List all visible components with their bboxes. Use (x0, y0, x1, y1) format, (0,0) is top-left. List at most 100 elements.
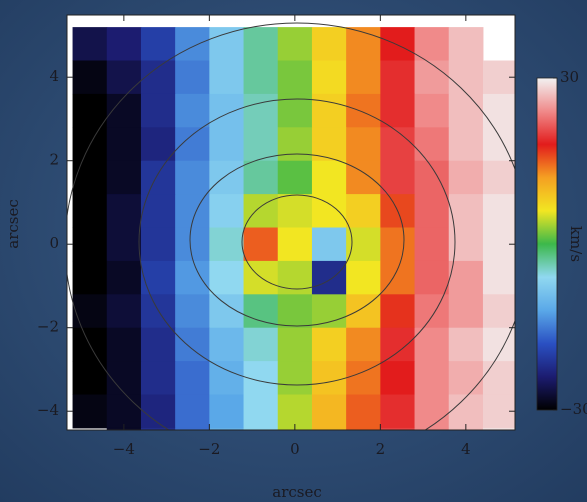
cell (209, 260, 245, 295)
x-tick-label: 4 (461, 440, 471, 458)
cell (448, 93, 484, 128)
cell (106, 60, 142, 95)
cell (72, 361, 108, 396)
cell (346, 294, 381, 329)
cell (346, 327, 381, 362)
cell (140, 27, 176, 62)
cell (311, 60, 347, 95)
y-axis-label: arcsec (4, 199, 22, 249)
cell (175, 60, 210, 95)
cell (448, 160, 484, 195)
cell (209, 427, 245, 430)
cell (140, 260, 176, 295)
colorbar: −30 30 (536, 68, 587, 418)
cell (106, 127, 142, 162)
cell (380, 361, 416, 396)
cell (346, 127, 381, 162)
cell (209, 93, 245, 128)
cell (448, 260, 484, 295)
cell (277, 227, 313, 262)
cell (72, 27, 108, 62)
colorbar-label: km/s (567, 226, 585, 262)
cell (380, 127, 416, 162)
cell (311, 427, 347, 430)
cell (380, 227, 416, 262)
cell (209, 127, 245, 162)
x-tick-label: 2 (376, 440, 386, 458)
cell (414, 194, 450, 229)
cell (414, 361, 450, 396)
cell (175, 27, 210, 62)
cell (448, 361, 484, 396)
cell (482, 160, 515, 195)
cell (209, 294, 245, 329)
cell (346, 194, 381, 229)
cell (346, 260, 381, 295)
cell (311, 93, 347, 128)
cell (482, 194, 515, 229)
cell (448, 127, 484, 162)
cell (175, 227, 210, 262)
cell (243, 160, 279, 195)
cell (311, 127, 347, 162)
cell (106, 160, 142, 195)
cell (311, 27, 347, 62)
cell (277, 60, 313, 95)
x-axis-label: arcsec (272, 483, 322, 501)
axes-frame (66, 14, 516, 431)
cell (106, 327, 142, 362)
cell (72, 260, 108, 295)
cell (175, 294, 210, 329)
cell (209, 327, 245, 362)
cell (243, 327, 279, 362)
cell (482, 294, 515, 329)
cell (311, 194, 347, 229)
cell (175, 394, 210, 429)
cell (277, 27, 313, 62)
cell (482, 427, 515, 430)
cell (277, 361, 313, 396)
cell (140, 194, 176, 229)
cell (243, 93, 279, 128)
cell (448, 60, 484, 95)
cell (414, 327, 450, 362)
cell (209, 361, 245, 396)
cell (311, 394, 347, 429)
contour (138, 98, 456, 386)
cell (209, 27, 245, 62)
cell (140, 60, 176, 95)
colorbar-tick-label: 30 (560, 68, 579, 86)
cell (277, 294, 313, 329)
cell (380, 294, 416, 329)
contour (67, 22, 515, 430)
cell (106, 260, 142, 295)
cell (311, 260, 347, 295)
cell (243, 394, 279, 429)
cell (72, 394, 108, 429)
cell (448, 327, 484, 362)
cell (72, 227, 108, 262)
cell (346, 394, 381, 429)
cell (72, 194, 108, 229)
cell (277, 194, 313, 229)
cell (72, 294, 108, 329)
cell (140, 160, 176, 195)
cell (243, 60, 279, 95)
cell (311, 227, 347, 262)
cell (277, 160, 313, 195)
cell (346, 427, 381, 430)
cell (414, 427, 450, 430)
cell (448, 194, 484, 229)
cell (380, 60, 416, 95)
cell (106, 361, 142, 396)
cell (243, 27, 279, 62)
cell (106, 394, 142, 429)
cell (380, 260, 416, 295)
cell (311, 327, 347, 362)
cell (414, 93, 450, 128)
cell (414, 27, 450, 62)
cell (243, 227, 279, 262)
cell (346, 93, 381, 128)
cell (140, 327, 176, 362)
cell (380, 427, 416, 430)
